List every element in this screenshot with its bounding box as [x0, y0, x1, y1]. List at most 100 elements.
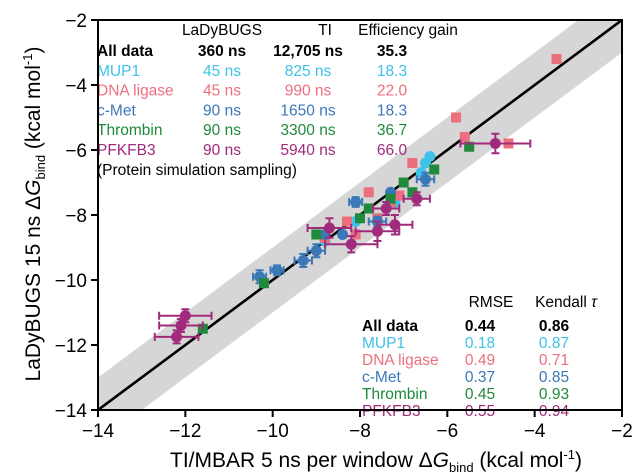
y-axis-title-exp: -1	[20, 54, 35, 66]
data-point-thrombin	[311, 229, 322, 240]
data-point-pfkfb3	[175, 320, 187, 331]
legend-top-header-ti: TI	[318, 22, 332, 39]
data-point-pfkfb3	[371, 225, 383, 237]
legend-bottom-header-kendall: Kendall τ	[535, 294, 598, 311]
legend-top-label-c-met: c-Met	[97, 102, 136, 119]
y-tick-label: −10	[55, 271, 87, 292]
y-axis-title-close: )	[22, 47, 45, 54]
legend-top-gain-value: 18.3	[377, 63, 407, 80]
data-point-c-met	[297, 255, 309, 266]
legend-top-header-ladybugs: LaDyBUGS	[182, 22, 262, 39]
data-point-dna-ligase	[341, 216, 352, 227]
legend-top-ti-value: 1650 ns	[280, 102, 335, 119]
data-point-dna-ligase	[363, 187, 374, 198]
legend-bottom-rmse-value: 0.18	[465, 335, 495, 352]
data-point-c-met	[350, 196, 362, 208]
legend-bottom-rmse-value: 0.37	[465, 369, 495, 386]
legend-top-ti-value: 990 ns	[285, 83, 332, 100]
y-axis-title-g: G	[22, 180, 45, 196]
legend-bottom-label-dna-ligase: DNA ligase	[362, 352, 439, 369]
y-tick-label: −6	[65, 141, 87, 162]
x-tick-label: −2	[611, 421, 633, 442]
data-point-dna-ligase	[551, 54, 562, 64]
data-point-mup1	[420, 157, 431, 169]
legend-top-ti-value: 825 ns	[285, 63, 332, 80]
x-tick-label: −14	[82, 421, 115, 442]
legend-bottom-rmse-value: 0.49	[465, 352, 495, 369]
data-point-pfkfb3	[489, 138, 501, 149]
data-point-pfkfb3	[411, 193, 423, 205]
legend-bottom-header-rmse: RMSE	[469, 294, 514, 311]
x-axis-title-close: )	[575, 449, 582, 472]
legend-top-ti-value: 3300 ns	[280, 122, 335, 139]
legend-bottom-tau-value: 0.86	[539, 318, 570, 335]
y-tick-label: −14	[55, 401, 88, 422]
legend-bottom-tau-value: 0.93	[539, 386, 569, 403]
data-point-thrombin	[363, 203, 374, 214]
legend-bottom-label-c-met: c-Met	[362, 369, 401, 386]
legend-bottom-label-all-data: All data	[362, 318, 418, 335]
data-point-pfkfb3	[345, 238, 357, 250]
legend-bottom-label-pfkfb3: PFKFB3	[362, 403, 421, 420]
legend-bottom-table: RMSE Kendall τ All data 0.44 0.86 MUP1 0.18 0.8…	[362, 294, 598, 420]
legend-top-ladybugs-value: 360 ns	[198, 43, 246, 60]
x-axis-title: TI/MBAR 5 ns per window ΔGbind (kcal mol…	[170, 447, 582, 475]
data-point-dna-ligase	[407, 158, 418, 168]
data-point-dna-ligase	[394, 190, 405, 201]
data-point-dna-ligase	[451, 112, 462, 123]
data-point-thrombin	[258, 278, 269, 289]
legend-bottom-header-text: Kendall	[535, 294, 591, 311]
x-axis-title-prefix: TI/MBAR 5 ns per window Δ	[170, 449, 433, 472]
x-axis-title-g: G	[433, 449, 449, 472]
series-pfkfb3	[153, 132, 532, 345]
legend-bottom-tau-value: 0.85	[539, 369, 569, 386]
x-tick-label: −4	[524, 421, 546, 442]
legend-top-gain-value: 22.0	[377, 83, 408, 100]
legend-top-gain-value: 36.7	[377, 122, 407, 139]
y-tick-label: −2	[65, 11, 87, 32]
data-point-pfkfb3	[171, 331, 183, 343]
y-tick-label: −12	[55, 336, 87, 357]
data-point-c-met	[271, 264, 283, 276]
legend-top-label-dna-ligase: DNA ligase	[97, 83, 174, 100]
data-point-c-met	[420, 173, 431, 185]
data-point-c-met	[310, 245, 322, 257]
legend-top-ti-value: 12,705 ns	[273, 43, 343, 60]
legend-bottom-tau-value: 0.71	[539, 352, 569, 369]
y-axis-title-sub: bind	[33, 155, 48, 180]
legend-top-gain-value: 66.0	[377, 142, 408, 159]
data-point-dna-ligase	[459, 132, 470, 142]
legend-top-label-mup1: MUP1	[97, 63, 140, 80]
x-axis-title-exp: -1	[563, 447, 575, 462]
data-point-thrombin	[407, 187, 418, 198]
y-tick-label: −4	[65, 76, 87, 97]
legend-top-label-pfkfb3: PFKFB3	[97, 142, 156, 159]
data-points	[153, 54, 562, 345]
y-axis-title-prefix: LaDyBUGS 15 ns Δ	[22, 196, 45, 382]
x-axis-title-sub: bind	[449, 460, 474, 475]
x-tick-label: −6	[436, 421, 458, 442]
legend-top-table: LaDyBUGS TI Efficiency gain All data 360 ns 1…	[97, 22, 458, 179]
legend-top-ti-value: 5940 ns	[280, 142, 335, 159]
legend-bottom-rmse-value: 0.55	[465, 403, 495, 420]
y-axis-title: LaDyBUGS 15 ns ΔGbind (kcal mol-1)	[20, 47, 48, 382]
y-axis-title-units: (kcal mol	[22, 65, 45, 155]
legend-top-gain-value: 35.3	[377, 43, 408, 60]
data-point-c-met	[337, 229, 349, 240]
data-point-thrombin	[385, 193, 396, 204]
legend-top-label-all-data: All data	[97, 43, 153, 60]
legend-bottom-tau-value: 0.94	[539, 403, 570, 420]
legend-top-ladybugs-value: 45 ns	[203, 83, 241, 100]
legend-bottom-label-mup1: MUP1	[362, 335, 405, 352]
legend-bottom-rmse-value: 0.44	[465, 318, 496, 335]
data-point-thrombin	[355, 213, 365, 224]
legend-bottom-rmse-value: 0.45	[465, 386, 495, 403]
legend-top-ladybugs-value: 90 ns	[203, 142, 241, 159]
legend-top-ladybugs-value: 90 ns	[203, 102, 241, 119]
data-point-pfkfb3	[380, 203, 392, 214]
data-point-thrombin	[429, 164, 440, 175]
data-point-pfkfb3	[389, 219, 401, 231]
legend-bottom-header-tau: τ	[591, 294, 598, 311]
legend-bottom-tau-value: 0.87	[539, 335, 569, 352]
